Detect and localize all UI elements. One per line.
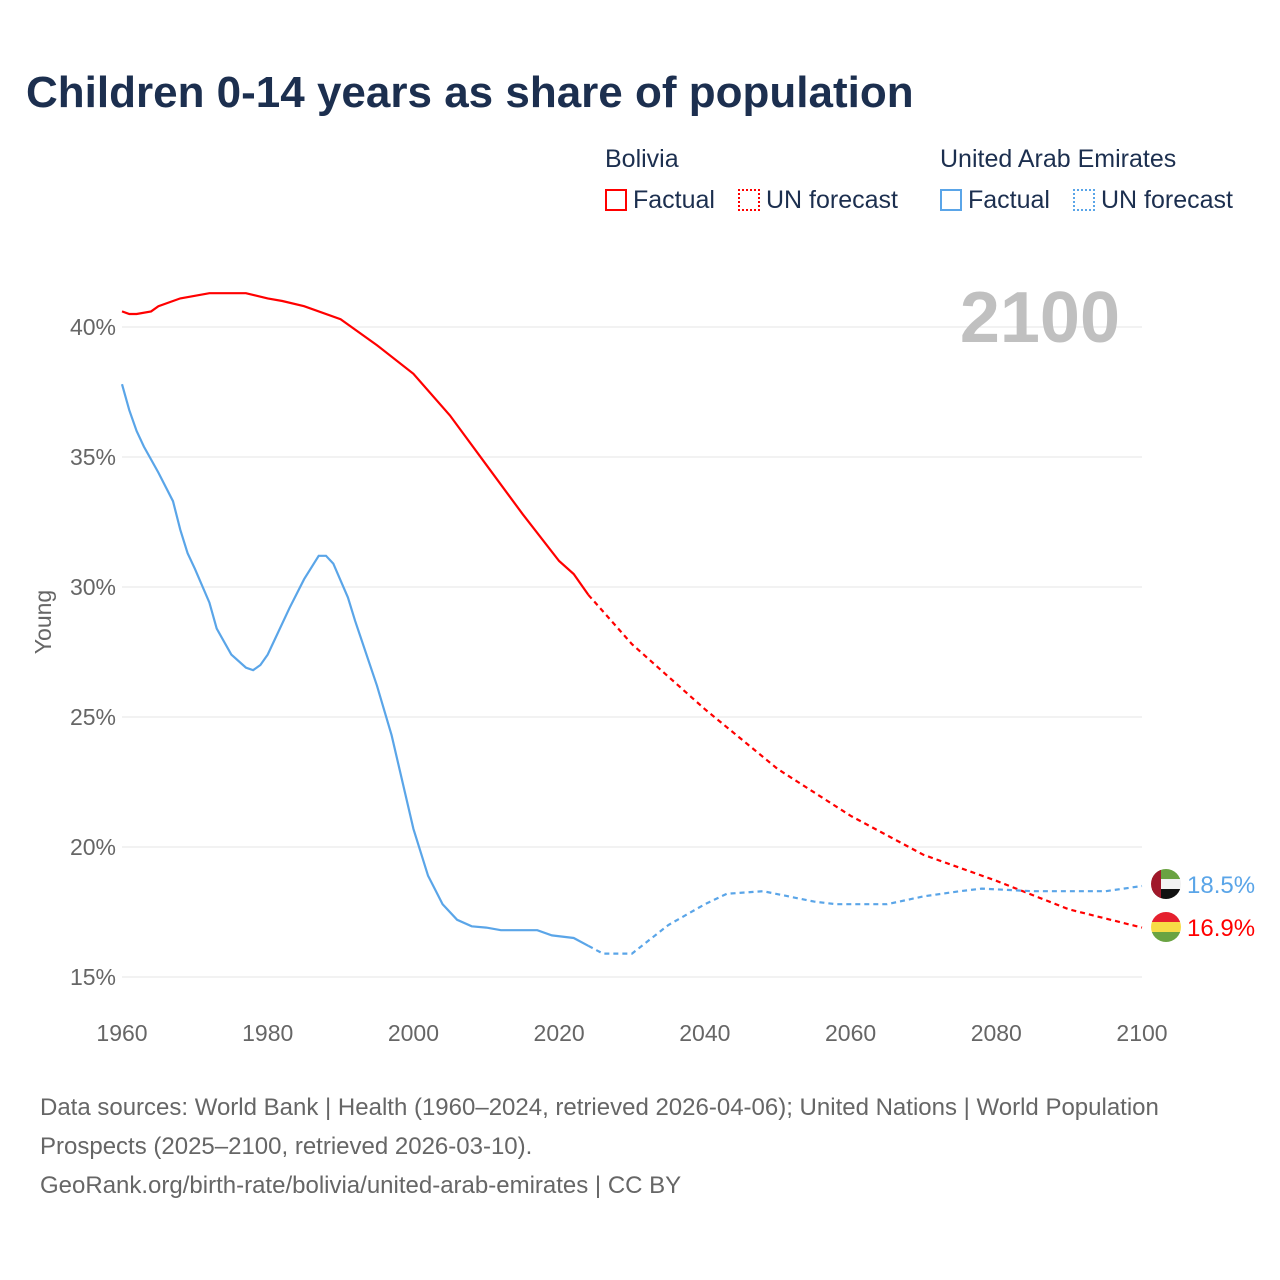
- flag-uae-icon: [1151, 869, 1181, 899]
- sources-note: Data sources: World Bank | Health (1960–…: [40, 1088, 1160, 1205]
- x-tick-label: 2100: [1116, 1020, 1167, 1046]
- y-tick-label: 25%: [70, 704, 116, 730]
- legend-label: Factual: [968, 186, 1050, 214]
- end-value-label-bolivia: 16.9%: [1187, 915, 1255, 942]
- y-tick-label: 20%: [70, 834, 116, 860]
- x-tick-label: 2000: [388, 1020, 439, 1046]
- legend-swatch: [738, 189, 760, 211]
- legend-label: UN forecast: [1101, 186, 1233, 214]
- legend-group-bolivia: Bolivia: [605, 145, 679, 173]
- x-tick-label: 2020: [534, 1020, 585, 1046]
- legend-label: UN forecast: [766, 186, 898, 214]
- legend-uae-forecast[interactable]: UN forecast: [1073, 186, 1233, 215]
- sources-text: Data sources: World Bank | Health (1960–…: [40, 1094, 1159, 1160]
- plot-area: 15% 20% 25% 30% 35% 40% 1960 1980 2000 2020 2040 20…: [30, 278, 1255, 1046]
- legend-swatch: [940, 189, 962, 211]
- y-tick-label: 15%: [70, 964, 116, 990]
- y-axis-label: Young: [30, 590, 56, 654]
- x-tick-label: 1980: [242, 1020, 293, 1046]
- attribution-link[interactable]: GeoRank.org/birth-rate/bolivia/united-ar…: [40, 1172, 682, 1199]
- y-tick-label: 35%: [70, 444, 116, 470]
- year-watermark: 2100: [960, 278, 1120, 358]
- x-tick-label: 2040: [679, 1020, 730, 1046]
- x-tick-label: 1960: [96, 1020, 147, 1046]
- end-value-label-uae: 18.5%: [1187, 872, 1255, 899]
- legend-group-uae: United Arab Emirates: [940, 145, 1177, 173]
- legend-bolivia-factual[interactable]: Factual: [605, 186, 715, 215]
- y-tick-label: 30%: [70, 574, 116, 600]
- legend-label: Factual: [633, 186, 715, 214]
- x-tick-label: 2060: [825, 1020, 876, 1046]
- series-line-uae-forecast: [587, 884, 1143, 955]
- chart-title: Children 0-14 years as share of populati…: [26, 68, 914, 117]
- x-tick-label: 2080: [971, 1020, 1022, 1046]
- series-line-uae-factual: [120, 383, 589, 947]
- y-tick-label: 40%: [70, 314, 116, 340]
- legend-bolivia-forecast[interactable]: UN forecast: [738, 186, 898, 215]
- legend-swatch: [1073, 189, 1095, 211]
- flag-bolivia-icon: [1151, 912, 1181, 942]
- series-line-bolivia-factual: [121, 292, 590, 596]
- legend-swatch: [605, 189, 627, 211]
- series-line-bolivia-forecast: [587, 594, 1143, 929]
- legend-uae-factual[interactable]: Factual: [940, 186, 1050, 215]
